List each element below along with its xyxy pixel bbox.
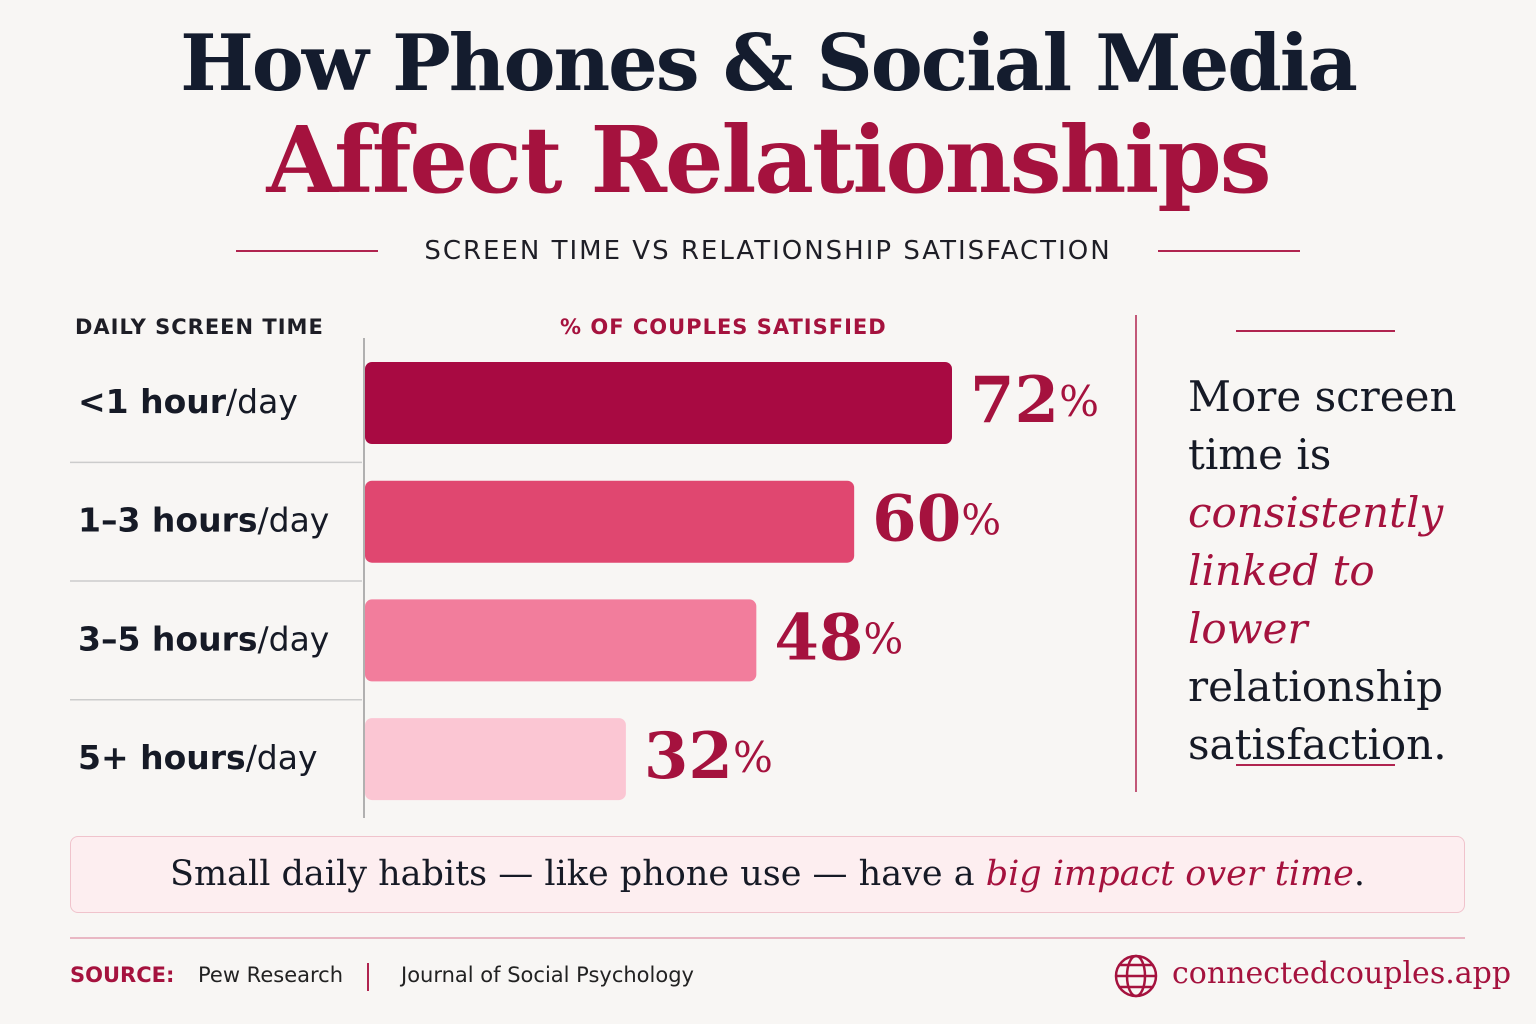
title: Affect Relationships [266, 106, 1272, 214]
note-emphasis: consistently linked to lower [1188, 488, 1444, 653]
note-text: relationship satisfaction. [1188, 662, 1447, 769]
source: Pew Research [198, 963, 344, 987]
source-label: SOURCE: [70, 963, 175, 987]
subtitle: SCREEN TIME VS RELATIONSHIP SATISFACTION [424, 236, 1112, 266]
value-label: 32% [644, 719, 773, 794]
title: How Phones & Social Media [180, 18, 1358, 109]
website: connectedcouples.app [1172, 956, 1512, 991]
note-text: More screen time is [1188, 372, 1457, 479]
bars: <1 hour/day 72% 1–3 hours/day 60% 3–5 hours/… [70, 362, 1099, 801]
bar [365, 480, 855, 563]
side-note: More screen time is consistently linked … [1188, 368, 1463, 774]
source: Journal of Social Psychology [401, 963, 694, 987]
value-header: % OF COUPLES SATISFIED [560, 315, 887, 339]
globe-icon [1114, 954, 1158, 998]
banner-text: Small daily habits — like phone use — ha… [169, 854, 975, 894]
banner-emphasis: big impact over time [985, 854, 1354, 894]
banner-text: . [1353, 854, 1365, 894]
category-label: 3–5 hours/day [78, 619, 329, 658]
bar [365, 718, 626, 801]
bar [365, 599, 757, 682]
category-label: 1–3 hours/day [78, 500, 329, 539]
category-header: DAILY SCREEN TIME [75, 315, 324, 339]
category-label: 5+ hours/day [78, 738, 318, 777]
value-label: 72% [970, 363, 1099, 438]
category-label: <1 hour/day [78, 382, 298, 421]
bar [365, 362, 952, 444]
value-label: 60% [872, 481, 1001, 556]
banner: Small daily habits — like phone use — ha… [70, 836, 1465, 913]
value-label: 48% [774, 600, 903, 675]
